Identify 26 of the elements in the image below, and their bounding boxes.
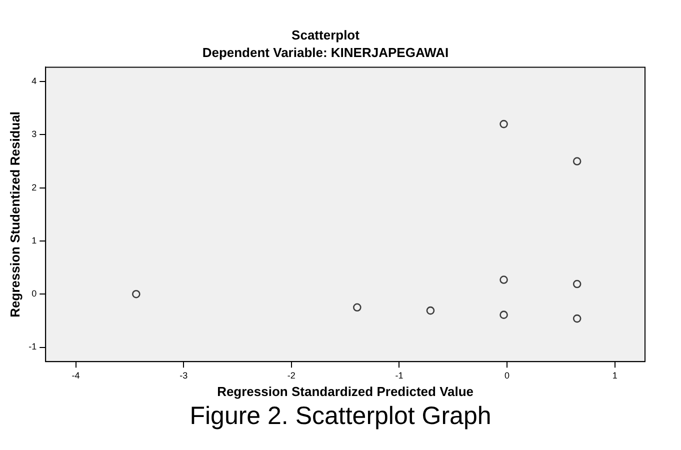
x-tick-label: 1 bbox=[612, 370, 618, 380]
x-tick-label: -4 bbox=[72, 370, 80, 380]
x-tick-label: -3 bbox=[180, 370, 188, 380]
chart-title: Scatterplot bbox=[292, 27, 360, 42]
x-tick-label: -2 bbox=[287, 370, 296, 380]
y-tick-label: 4 bbox=[32, 76, 37, 86]
y-tick-label: 1 bbox=[32, 235, 37, 246]
point bbox=[132, 290, 140, 298]
point bbox=[500, 276, 508, 284]
y-tick-label: 3 bbox=[32, 129, 37, 140]
chart-subtitle: Dependent Variable: KINERJAPEGAWAI bbox=[202, 44, 449, 60]
y-tick-label: 2 bbox=[32, 182, 37, 192]
point bbox=[572, 280, 582, 288]
point bbox=[500, 120, 508, 128]
point bbox=[426, 306, 435, 315]
y-tick-label: 0 bbox=[32, 288, 37, 299]
x-tick-label: -1 bbox=[395, 370, 404, 380]
point bbox=[572, 157, 582, 166]
point bbox=[500, 310, 508, 319]
x-tick-label: 0 bbox=[504, 370, 510, 380]
y-axis-title: Regression Studentized Residual bbox=[7, 111, 22, 318]
y-tick-label: -1 bbox=[28, 342, 37, 352]
caption: Figure 2. Scatterplot Graph bbox=[188, 402, 492, 431]
point bbox=[353, 303, 362, 312]
x-axis-title: Regression Standardized Predicted Value bbox=[217, 384, 474, 399]
point bbox=[572, 314, 582, 323]
